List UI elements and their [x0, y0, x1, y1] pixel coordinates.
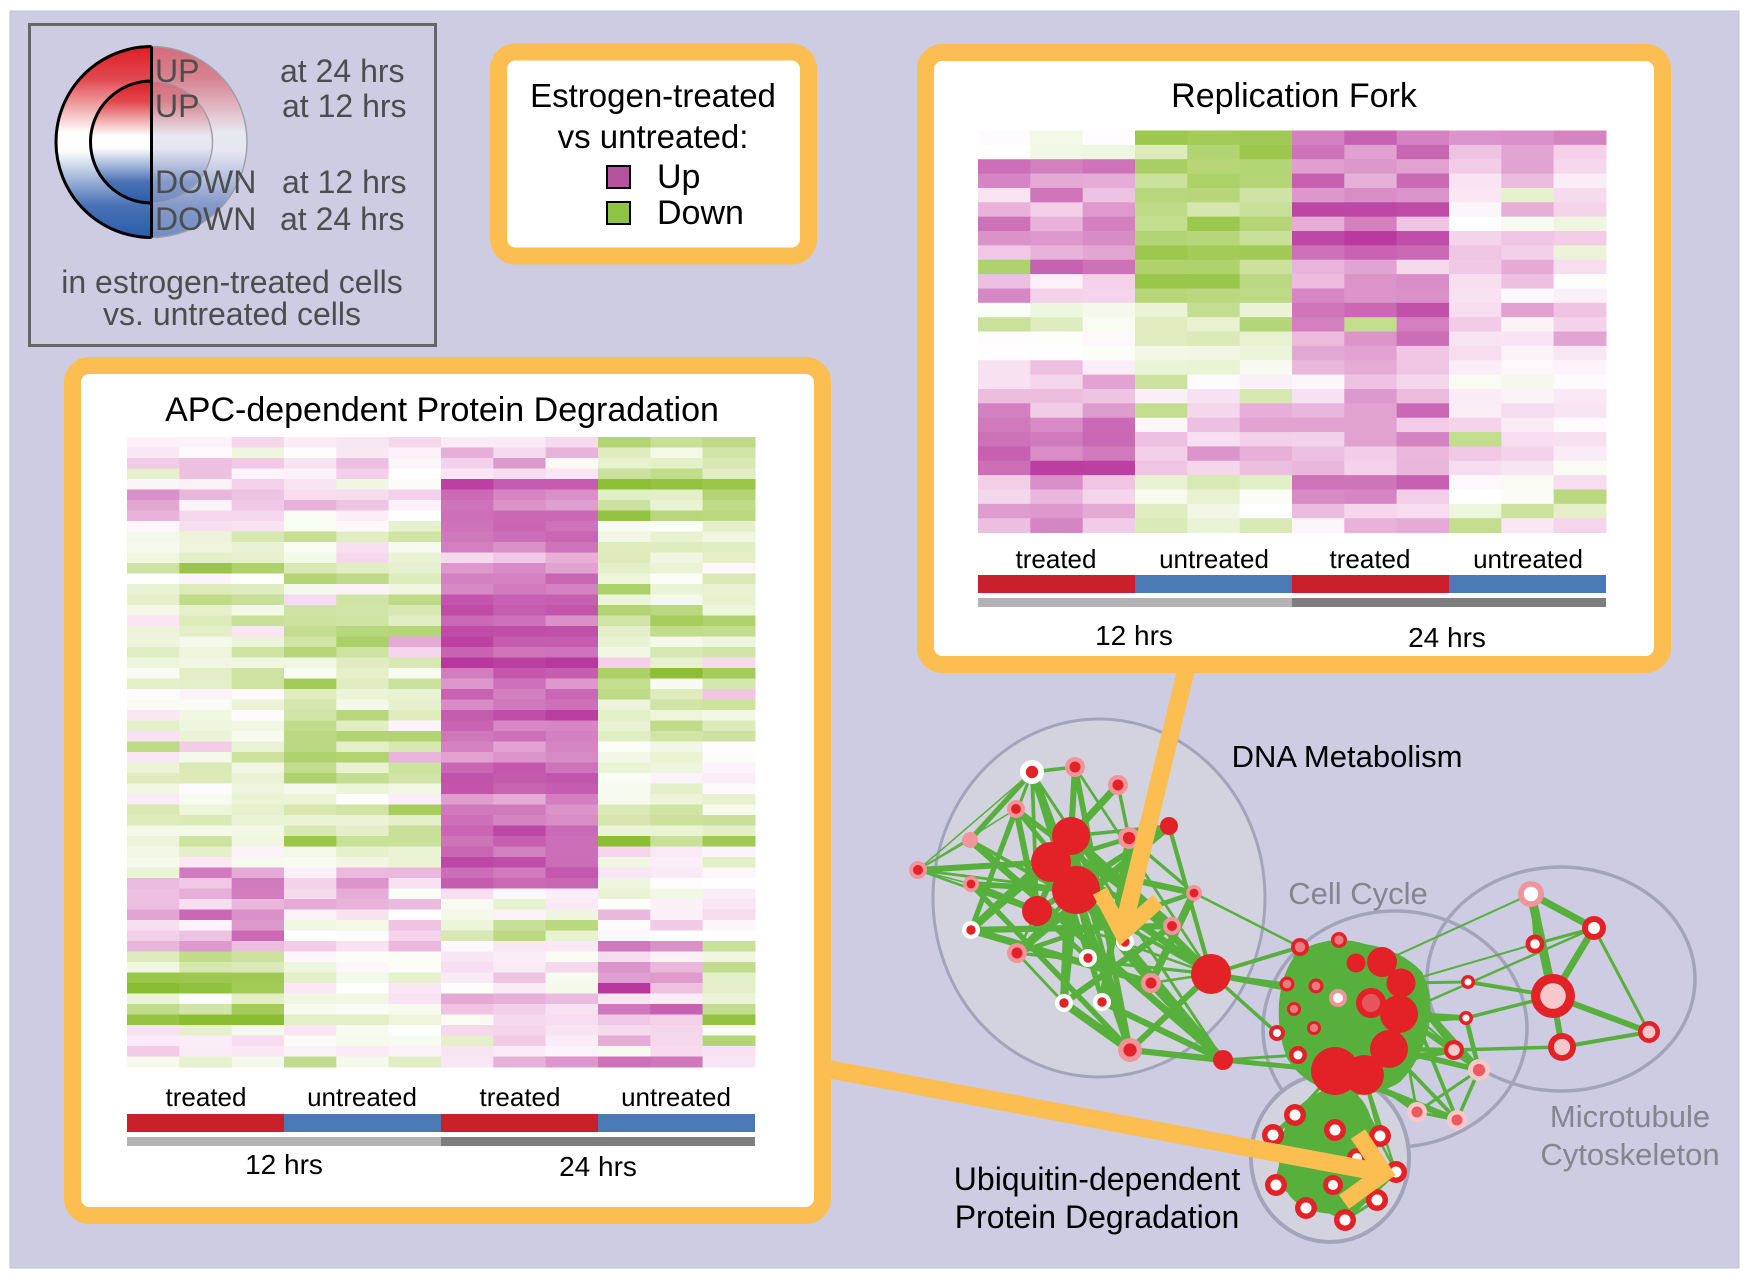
svg-text:treated: treated: [1016, 544, 1097, 574]
svg-text:untreated: untreated: [1473, 544, 1583, 574]
svg-text:untreated: untreated: [1159, 544, 1269, 574]
svg-text:at 12 hrs: at 12 hrs: [282, 88, 407, 124]
svg-text:at 12 hrs: at 12 hrs: [282, 164, 407, 200]
svg-text:DNA Metabolism: DNA Metabolism: [1232, 739, 1463, 774]
svg-text:Replication Fork: Replication Fork: [1171, 77, 1418, 115]
svg-text:treated: treated: [1330, 544, 1411, 574]
svg-text:DOWN: DOWN: [155, 201, 256, 237]
svg-text:Down: Down: [657, 194, 744, 232]
svg-text:12 hrs: 12 hrs: [245, 1149, 323, 1180]
svg-text:vs. untreated cells: vs. untreated cells: [103, 296, 361, 332]
svg-text:Cell Cycle: Cell Cycle: [1288, 876, 1428, 911]
svg-text:12 hrs: 12 hrs: [1095, 620, 1173, 651]
svg-text:Cytoskeleton: Cytoskeleton: [1540, 1137, 1719, 1172]
svg-text:Up: Up: [657, 158, 700, 196]
svg-text:APC-dependent Protein Degradat: APC-dependent Protein Degradation: [165, 391, 719, 429]
svg-text:Ubiquitin-dependent: Ubiquitin-dependent: [954, 1161, 1241, 1197]
svg-text:untreated: untreated: [307, 1082, 417, 1112]
svg-text:vs untreated:: vs untreated:: [558, 118, 749, 155]
svg-text:UP: UP: [155, 53, 199, 89]
svg-text:DOWN: DOWN: [155, 164, 256, 200]
svg-text:treated: treated: [480, 1082, 561, 1112]
svg-text:treated: treated: [166, 1082, 247, 1112]
svg-text:untreated: untreated: [621, 1082, 731, 1112]
svg-text:24 hrs: 24 hrs: [1408, 622, 1486, 653]
svg-text:at 24 hrs: at 24 hrs: [280, 201, 405, 237]
svg-text:24 hrs: 24 hrs: [559, 1151, 637, 1182]
svg-text:UP: UP: [155, 88, 199, 124]
svg-text:in estrogen-treated cells: in estrogen-treated cells: [61, 264, 403, 300]
svg-text:Microtubule: Microtubule: [1550, 1099, 1710, 1134]
svg-text:Protein Degradation: Protein Degradation: [955, 1199, 1240, 1235]
svg-text:Estrogen-treated: Estrogen-treated: [530, 77, 776, 114]
svg-text:at 24 hrs: at 24 hrs: [280, 53, 405, 89]
